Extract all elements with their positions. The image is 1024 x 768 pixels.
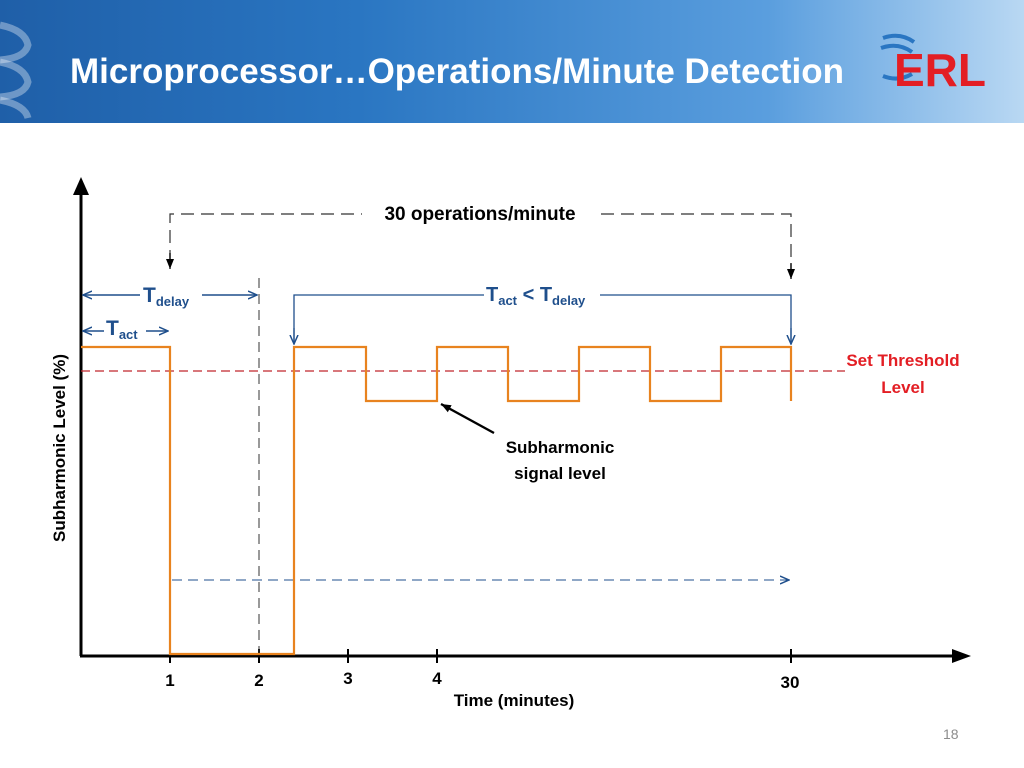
tact-lt-tdelay-label: Tact < Tdelay (486, 284, 586, 308)
x-tick-label-4: 4 (432, 669, 442, 688)
x-tick-label-3: 3 (343, 669, 352, 688)
page-number: 18 (943, 726, 959, 742)
y-axis-arrowhead (73, 177, 89, 195)
signal-level-pointer-arrow (440, 402, 495, 435)
x-tick-label-1: 1 (165, 671, 174, 690)
threshold-label-line2: Level (881, 378, 924, 397)
x-axis-label: Time (minutes) (454, 691, 575, 710)
t-act-main: T (106, 317, 119, 340)
y-axis-label: Subharmonic Level (%) (50, 354, 69, 542)
logo-text: ERL (894, 44, 986, 94)
t-delay-main: T (143, 284, 156, 307)
slide-title: Microprocessor…Operations/Minute Detecti… (70, 52, 845, 91)
ops-per-minute-bracket (169, 213, 792, 273)
t-delay-sub: delay (156, 294, 190, 309)
timing-diagram: 1 2 3 4 30 Time (minutes) Subharmonic Le… (50, 177, 971, 710)
x-tick-label-30: 30 (781, 673, 800, 692)
t-delay-label: Tdelay (143, 284, 190, 309)
t-delay-label-bg (140, 281, 202, 307)
subharmonic-signal-waveform (81, 345, 793, 656)
t-act-sub: act (119, 327, 138, 342)
signal-label-line1: Subharmonic (506, 438, 615, 457)
ops-per-minute-label: 30 operations/minute (384, 204, 575, 225)
ops-per-minute-label-bg (362, 199, 596, 227)
header-decoration (0, 21, 32, 120)
slide-header: Microprocessor…Operations/Minute Detecti… (0, 0, 1024, 123)
erl-logo: ERL (880, 33, 986, 94)
threshold-label-line1: Set Threshold (846, 351, 959, 370)
tact-lt-tdelay-label-bg (484, 281, 600, 307)
x-tick-label-2: 2 (254, 671, 263, 690)
signal-label-line2: signal level (514, 464, 606, 483)
t-act-label-bg (104, 317, 146, 343)
x-axis-arrowhead (952, 649, 971, 663)
t-act-label: Tact (106, 317, 138, 342)
